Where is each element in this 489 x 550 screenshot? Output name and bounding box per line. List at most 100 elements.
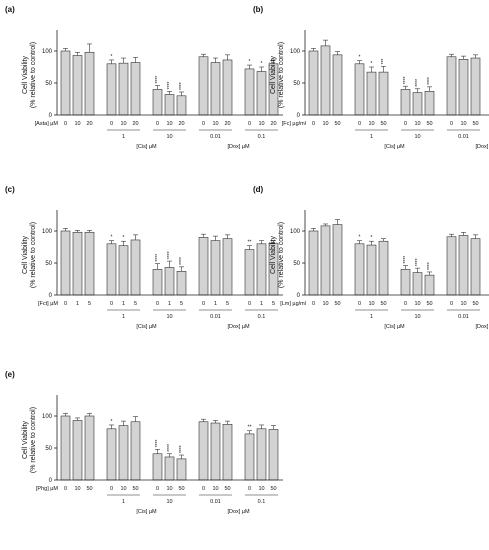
significance-marker: * [111, 419, 113, 425]
bar [176, 95, 187, 116]
dose-tick-label: 5 [226, 301, 229, 307]
bar [222, 424, 233, 481]
y-tick-label: 100 [290, 49, 301, 55]
significance-marker: **** [427, 77, 433, 85]
dose-tick-label: 10 [258, 121, 264, 127]
treatment-conc-label: 0.01 [210, 134, 221, 140]
y-tick-label: 100 [290, 229, 301, 235]
dose-tick-label: 10 [322, 121, 328, 127]
bar [458, 235, 469, 296]
significance-marker: **** [167, 81, 173, 89]
bar [424, 91, 435, 116]
dose-tick-label: 10 [368, 301, 374, 307]
significance-marker: * [261, 61, 263, 67]
compound-label: [Phg] µM [36, 486, 59, 492]
y-tick-label: 100 [42, 49, 53, 55]
dose-tick-label: 50 [380, 121, 386, 127]
dose-tick-label: 50 [86, 486, 92, 492]
significance-marker: **** [403, 256, 409, 264]
significance-marker: **** [427, 262, 433, 270]
bar [130, 62, 141, 116]
dose-tick-label: 0 [358, 301, 361, 307]
significance-marker: **** [179, 445, 185, 453]
treatment-name-label: [Cis] µM [136, 144, 157, 150]
bar [72, 55, 83, 116]
dose-tick-label: 0 [110, 121, 113, 127]
panel-e: (e) Cell Viability (% relative to control)… [5, 370, 283, 515]
panel-c: (c)Cell Viability (% relative to control)… [5, 185, 283, 330]
bar [176, 458, 187, 481]
dose-tick-label: 0 [64, 486, 67, 492]
panel-label: (b) [253, 5, 264, 14]
significance-marker: * [111, 235, 113, 241]
panel-label: (d) [253, 185, 264, 194]
dose-tick-label: 5 [134, 301, 137, 307]
bar [256, 428, 267, 481]
dose-tick-label: 0 [450, 121, 453, 127]
y-tick-label: 50 [293, 81, 300, 87]
bar [308, 50, 319, 116]
treatment-conc-label: 1 [122, 134, 125, 140]
y-tick-label: 50 [293, 261, 300, 267]
dose-tick-label: 50 [380, 301, 386, 307]
dose-tick-label: 10 [368, 121, 374, 127]
treatment-name-label: [Dox] µM [227, 144, 250, 150]
y-tick-label: 0 [297, 293, 301, 299]
significance-marker: **** [155, 76, 161, 84]
bar [72, 231, 83, 296]
dose-tick-label: 50 [472, 301, 478, 307]
significance-marker: **** [179, 82, 185, 90]
significance-marker: * [123, 235, 125, 241]
dose-tick-label: 20 [270, 121, 276, 127]
dose-tick-label: 0 [312, 301, 315, 307]
compound-label: [Fct] µM [38, 301, 58, 307]
y-tick-label: 0 [297, 113, 301, 119]
treatment-conc-label: 1 [122, 499, 125, 505]
dose-tick-label: 50 [178, 486, 184, 492]
bar [400, 89, 411, 116]
bar [244, 433, 255, 481]
dose-tick-label: 0 [248, 486, 251, 492]
dose-tick-label: 10 [212, 486, 218, 492]
treatment-conc-label: 0.01 [210, 314, 221, 320]
y-axis-label-sub: (% relative to control) [30, 222, 37, 288]
treatment-conc-label: 0.01 [458, 134, 469, 140]
treatment-name-label: [Cis] µM [384, 324, 405, 330]
bar [198, 237, 209, 296]
dose-tick-label: 10 [120, 486, 126, 492]
bar [106, 63, 117, 116]
dose-tick-label: 0 [404, 121, 407, 127]
treatment-name-label: [Dox] µM [475, 324, 489, 330]
dose-tick-label: 10 [74, 486, 80, 492]
y-tick-label: 50 [45, 446, 52, 452]
bar [222, 59, 233, 116]
dose-tick-label: 5 [272, 301, 275, 307]
bar [60, 230, 71, 296]
bar [470, 57, 481, 116]
treatment-conc-label: 0.1 [258, 134, 266, 140]
bar [106, 428, 117, 481]
significance-marker: **** [155, 254, 161, 262]
significance-marker: **** [415, 258, 421, 266]
bar [446, 56, 457, 116]
treatment-name-label: [Dox] µM [227, 324, 250, 330]
panel-a: (a)Cell Viability (% relative to control)… [5, 5, 283, 150]
bar [308, 230, 319, 296]
bar [400, 269, 411, 296]
significance-marker: * [359, 55, 361, 61]
dose-tick-label: 0 [404, 301, 407, 307]
panel-label: (c) [5, 185, 15, 194]
significance-marker: * [249, 59, 251, 65]
bar [118, 62, 129, 116]
bar [354, 63, 365, 116]
treatment-conc-label: 0.01 [458, 314, 469, 320]
significance-marker: **** [155, 439, 161, 447]
treatment-conc-label: 0.1 [258, 314, 266, 320]
compound-label: [Fc] µg/ml [282, 121, 306, 127]
treatment-conc-label: 10 [166, 314, 172, 320]
dose-tick-label: 0 [156, 486, 159, 492]
dose-tick-label: 20 [224, 121, 230, 127]
bar [378, 71, 389, 116]
bar [244, 249, 255, 296]
bar [378, 240, 389, 296]
